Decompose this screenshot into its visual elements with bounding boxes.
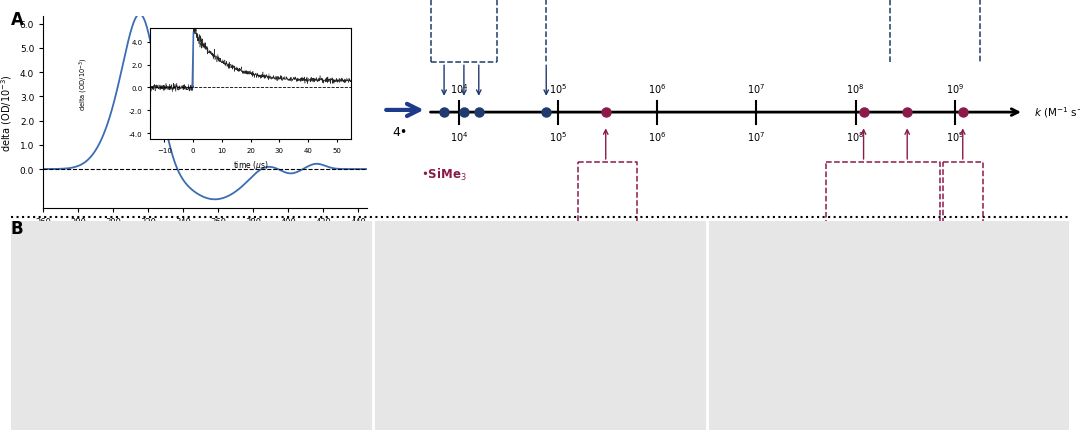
Text: –R: –R — [615, 317, 627, 327]
Circle shape — [580, 315, 606, 329]
Y-axis label: delta (OD/10$^{-3}$): delta (OD/10$^{-3}$) — [0, 74, 14, 151]
Text: A: A — [11, 11, 24, 29]
Text: ΔG° = 23,1 kcal mol⁻¹: ΔG° = 23,1 kcal mol⁻¹ — [604, 334, 719, 344]
Text: 10$^6$: 10$^6$ — [648, 82, 666, 95]
Text: 4•: 4• — [392, 126, 407, 139]
Text: $k$ (M$^{-1}$ s$^{-1}$): $k$ (M$^{-1}$ s$^{-1}$) — [1034, 105, 1080, 120]
Text: •: • — [831, 307, 840, 325]
Text: ΔG‡ = 38,8 kcal mol⁻¹: ΔG‡ = 38,8 kcal mol⁻¹ — [604, 302, 719, 311]
Text: (iii) deprotonation then SET: (iii) deprotonation then SET — [798, 241, 973, 251]
Text: p$K_a$ = 28: p$K_a$ = 28 — [961, 290, 1010, 304]
X-axis label: wavelength (nm): wavelength (nm) — [161, 232, 249, 242]
Text: 10$^9$: 10$^9$ — [946, 130, 964, 144]
Text: 10$^7$: 10$^7$ — [747, 130, 766, 144]
Text: H–: H– — [366, 317, 380, 327]
Text: (ii) halogen-atom transfer: (ii) halogen-atom transfer — [485, 241, 649, 251]
Text: •SiMe$_3$: •SiMe$_3$ — [421, 166, 467, 182]
Text: ⁻•: ⁻• — [1007, 315, 1021, 328]
Text: 10$^6$: 10$^6$ — [648, 130, 666, 144]
Text: 10$^9$: 10$^9$ — [946, 82, 964, 95]
Text: 4•: 4• — [443, 391, 457, 401]
Text: 10$^5$: 10$^5$ — [549, 82, 567, 95]
Text: 4•: 4• — [768, 388, 782, 398]
Text: 10$^4$: 10$^4$ — [449, 82, 469, 95]
Text: 10$^5$: 10$^5$ — [549, 130, 567, 144]
Text: 10$^7$: 10$^7$ — [747, 82, 766, 95]
Text: •: • — [512, 307, 522, 325]
Text: 10$^4$: 10$^4$ — [449, 130, 469, 144]
Text: 4$^{-•}$: 4$^{-•}$ — [939, 388, 957, 401]
Text: ΔG‡ = 26,4 kcal mol⁻¹: ΔG‡ = 26,4 kcal mol⁻¹ — [227, 302, 342, 311]
Text: H–: H– — [699, 317, 713, 327]
Text: B: B — [11, 219, 24, 237]
Text: H: H — [96, 362, 105, 372]
Text: – H$^+$: – H$^+$ — [848, 286, 873, 299]
Text: Br: Br — [588, 317, 597, 326]
Text: •: • — [162, 307, 172, 325]
Text: 4•: 4• — [97, 392, 110, 402]
Text: ΔG° = 15,5 kcal mol⁻¹: ΔG° = 15,5 kcal mol⁻¹ — [227, 334, 342, 344]
Text: no SET reactivity: no SET reactivity — [961, 324, 1050, 334]
Text: (i) aromatization: (i) aromatization — [141, 241, 247, 251]
Text: 10$^8$: 10$^8$ — [847, 130, 865, 144]
Text: 10$^8$: 10$^8$ — [847, 82, 865, 95]
